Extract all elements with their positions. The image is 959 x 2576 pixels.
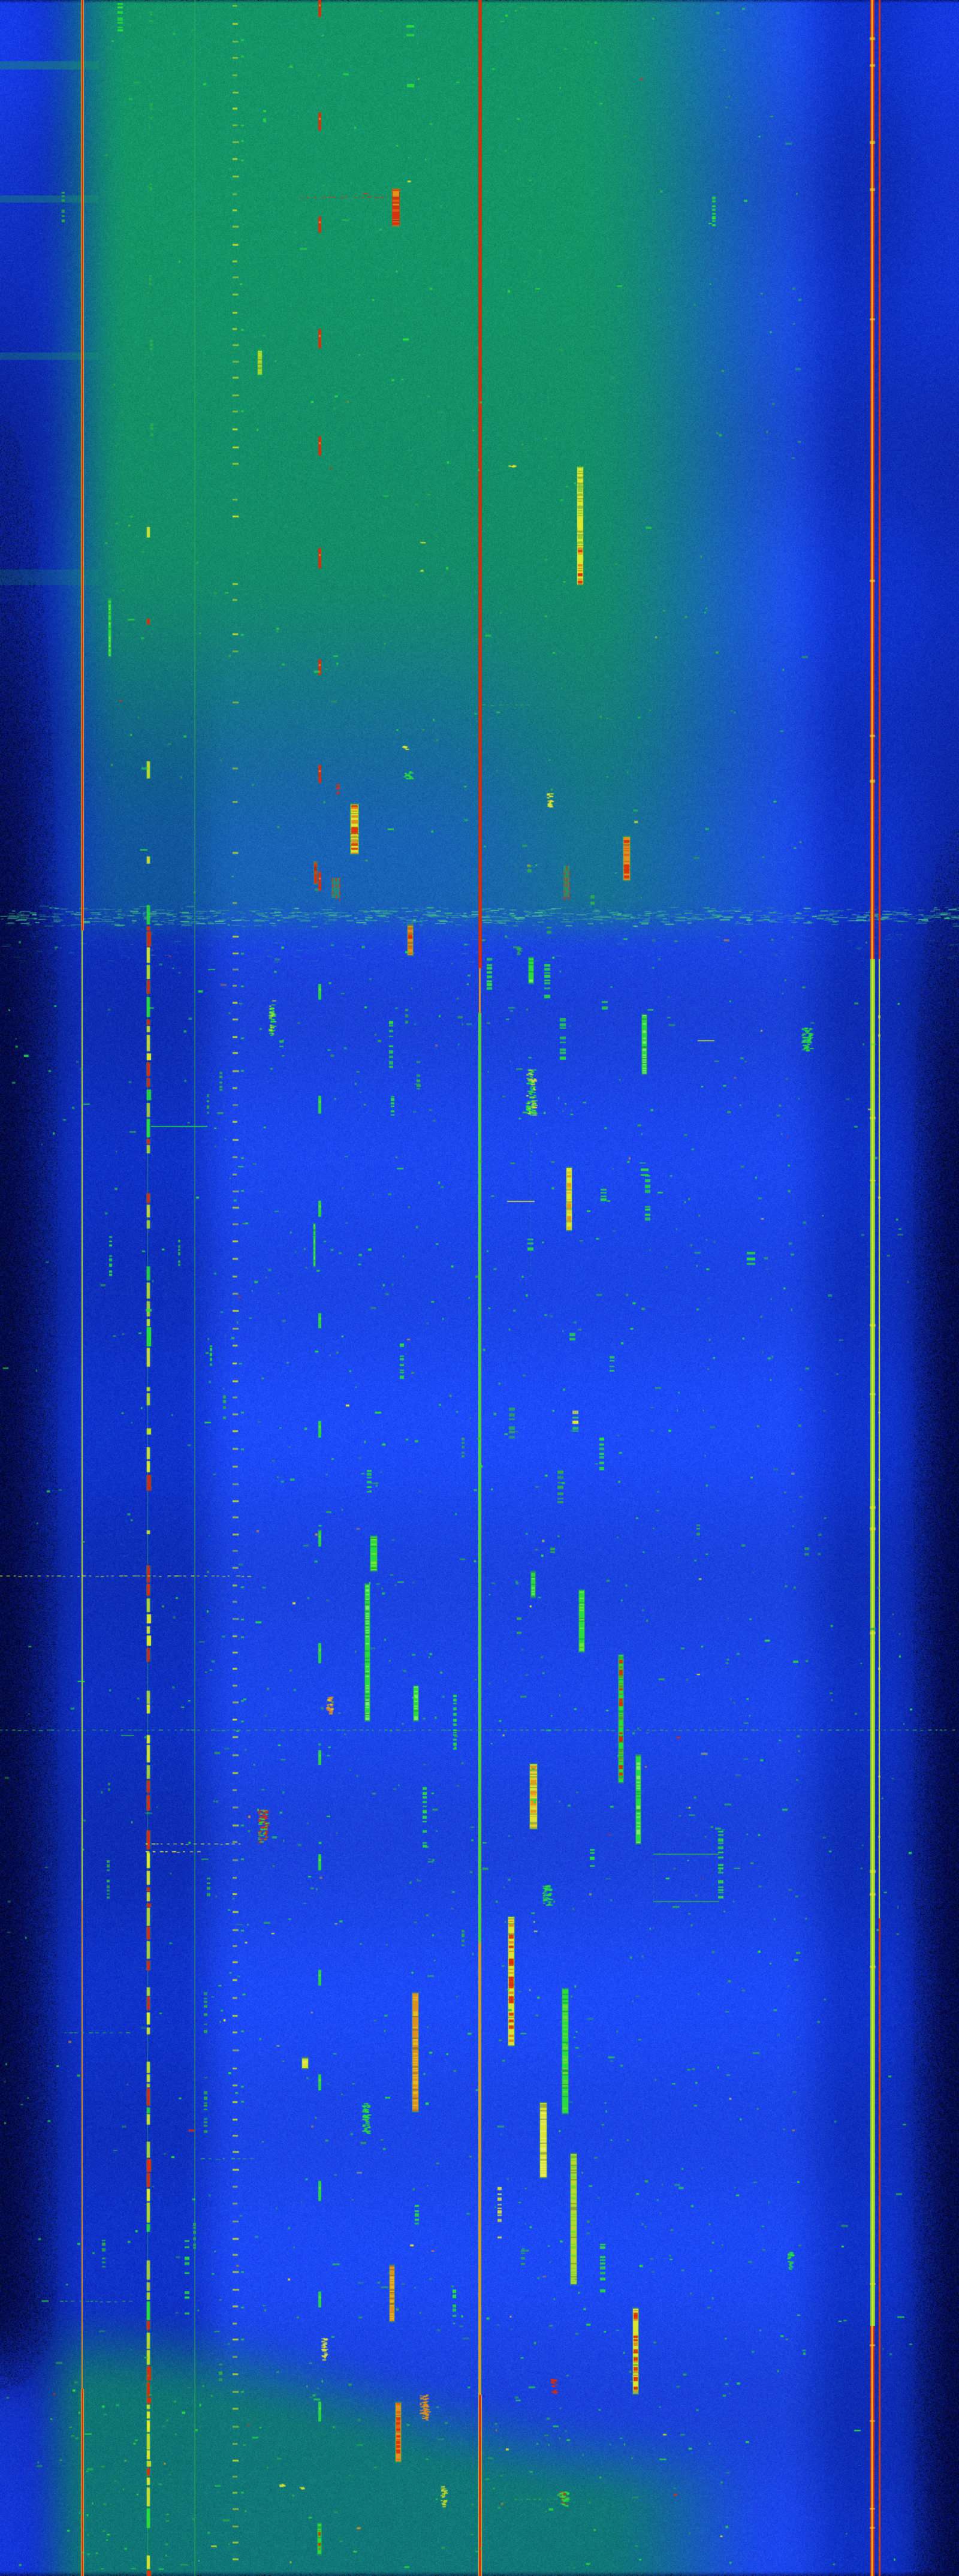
- spectrogram-view: [0, 0, 959, 2576]
- waterfall-canvas: [0, 0, 959, 2576]
